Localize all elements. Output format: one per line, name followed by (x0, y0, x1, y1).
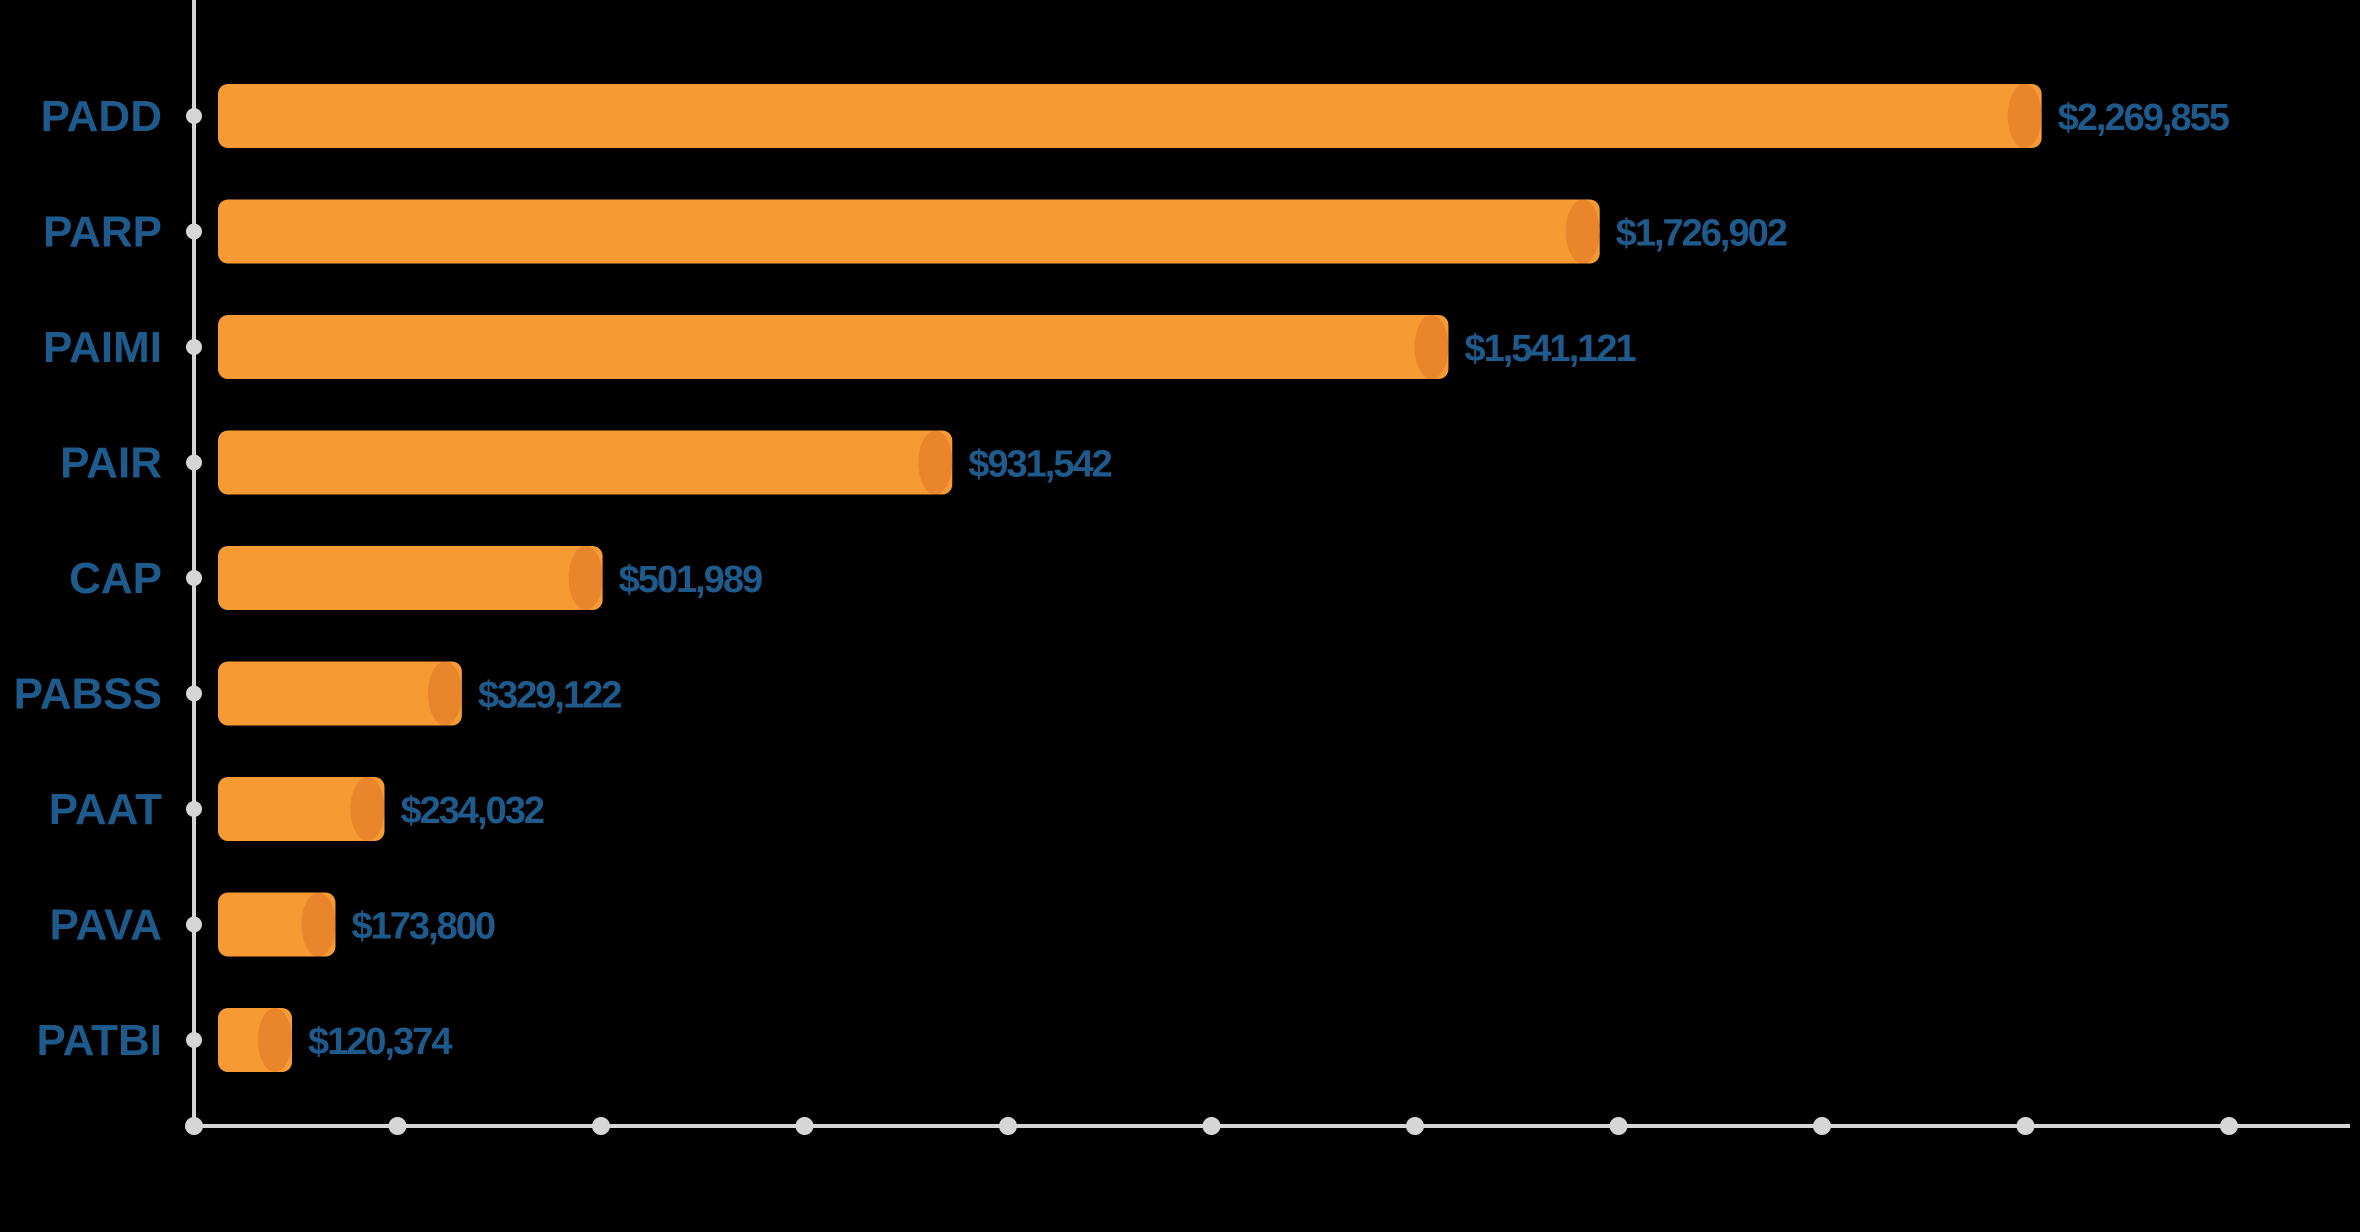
category-labels: PADD PARP PAIMI PAIR CAP PABSS PAAT PAVA PATBI (14, 92, 162, 1065)
value-labels: $2,269,855 $1,726,902 $1,541,121 $931,542 $5… (308, 97, 2232, 1063)
y-axis-tick-dot (186, 223, 202, 240)
value-label: $2,269,855 (2058, 97, 2230, 139)
y-axis-tick-dot (186, 916, 202, 933)
category-label: PADD (41, 92, 162, 141)
x-axis-tick-dot (1406, 1117, 1424, 1135)
y-axis-tick-dot (186, 108, 202, 124)
bar-cap (1565, 199, 1600, 264)
bar-cap (427, 661, 462, 726)
bar-body (218, 84, 2042, 148)
value-label: $120,374 (308, 1021, 452, 1063)
bar-cap (918, 430, 953, 495)
bar-padd (218, 84, 2042, 148)
category-label: PAVA (50, 901, 162, 950)
bar-cap (218, 546, 603, 610)
bar-body (218, 546, 603, 610)
bar-paimi (218, 315, 1449, 379)
bar-cap (1414, 315, 1449, 379)
y-axis-tick-dot (186, 570, 202, 586)
category-label: PAIMI (43, 323, 162, 372)
bar-cap (257, 1008, 292, 1072)
value-label: $329,122 (478, 675, 621, 717)
value-label: $1,541,121 (1464, 328, 1636, 370)
x-axis-tick-dot (185, 1117, 203, 1135)
bar-cap (301, 892, 336, 957)
category-label: CAP (69, 554, 162, 603)
chart-axes (185, 0, 2350, 1135)
x-axis-tick-dot (1202, 1117, 1221, 1135)
x-axis-tick-dot (2220, 1117, 2238, 1135)
value-label: $931,542 (968, 444, 1111, 486)
y-axis-tick-dot (186, 801, 202, 817)
x-axis-tick-dot (388, 1117, 407, 1135)
bar-cap (350, 777, 385, 841)
bar-pair (218, 430, 953, 495)
chart-bars (218, 84, 2042, 1072)
x-axis-tick-dot (2016, 1117, 2035, 1135)
y-axis-tick-dot (186, 1032, 202, 1048)
y-axis-tick-dot (186, 454, 202, 471)
bar-pabss (218, 661, 462, 726)
category-label: PARP (43, 208, 162, 257)
category-label: PABSS (14, 670, 162, 719)
category-label: PAIR (60, 439, 162, 488)
x-axis-tick-dot (1609, 1117, 1628, 1135)
x-axis-tick-dot (592, 1117, 610, 1135)
bar-patbi (218, 1008, 292, 1072)
category-label: PAAT (49, 785, 162, 834)
y-axis-tick-dot (186, 339, 202, 355)
x-axis-tick-dot (999, 1117, 1017, 1135)
x-axis-tick-dot (795, 1117, 814, 1135)
bar-pava (218, 892, 336, 957)
bar-body (218, 430, 953, 495)
value-label: $234,032 (401, 790, 544, 832)
bar-body (218, 315, 1449, 379)
bar-parp (218, 199, 1600, 264)
y-axis-tick-dot (186, 685, 202, 702)
bar-body (218, 777, 385, 841)
bar-paat (218, 777, 385, 841)
value-label: $1,726,902 (1616, 213, 1787, 255)
value-label: $501,989 (619, 559, 762, 601)
category-label: PATBI (37, 1016, 162, 1065)
bar-body (218, 199, 1600, 264)
value-label: $173,800 (351, 906, 494, 948)
bar-cap (2007, 84, 2042, 148)
bar-cap (568, 546, 603, 610)
x-axis-tick-dot (1813, 1117, 1831, 1135)
bar-body (218, 661, 462, 726)
